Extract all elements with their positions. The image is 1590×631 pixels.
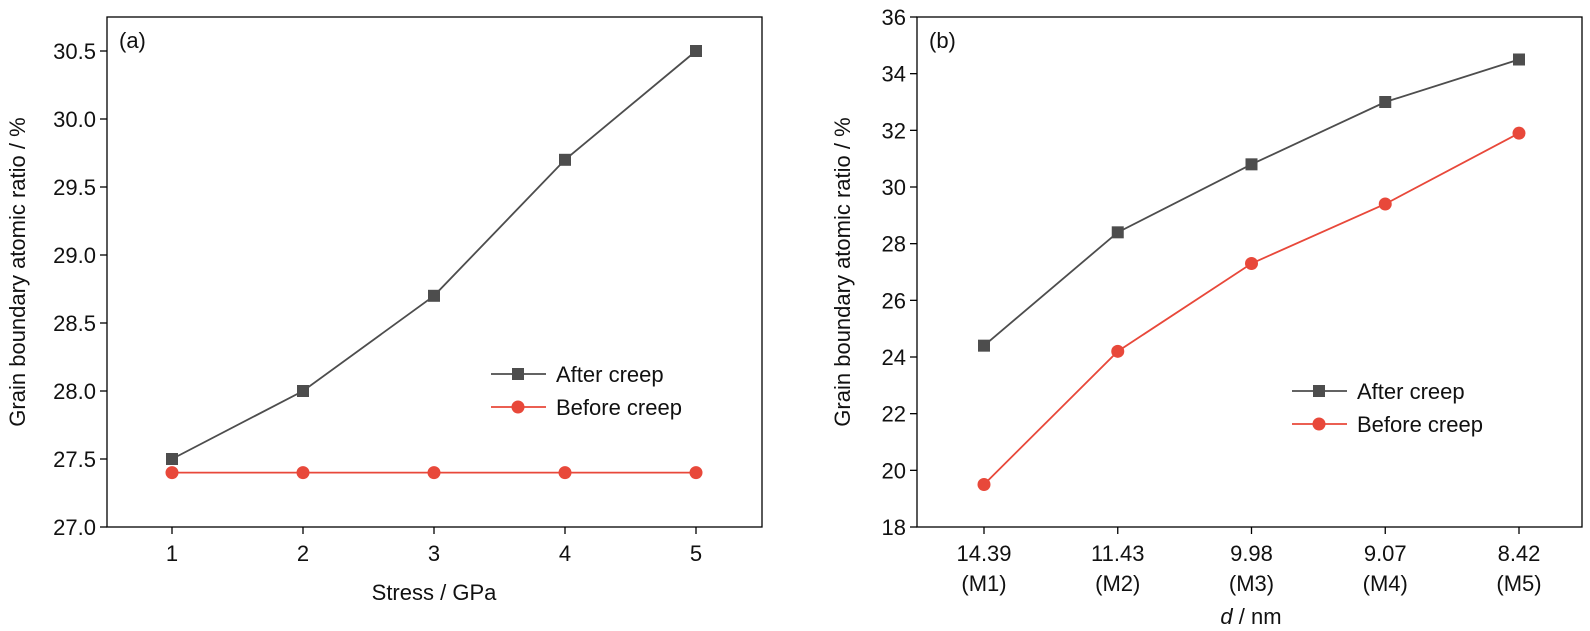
- panel-b: (b) 18 20 22 24 26 28 30 32 34 36 14.39 (M1) 11.43 (…: [830, 5, 1583, 629]
- b-y-tick-label: 30: [882, 175, 906, 200]
- panel-a-series: [165, 45, 703, 480]
- a-point-before-creep: [296, 466, 310, 480]
- a-x-tick-label: 2: [297, 541, 309, 566]
- b-point-before-creep: [1245, 257, 1258, 270]
- panel-b-legend-before-marker: [1312, 417, 1326, 431]
- b-x-tick-label: 14.39: [956, 541, 1011, 566]
- b-point-before-creep: [977, 478, 991, 491]
- b-y-tick-label: 28: [882, 232, 906, 257]
- a-x-tick-label: 3: [428, 541, 440, 566]
- b-x-tick-label: 9.98: [1230, 541, 1273, 566]
- panel-b-label: (b): [929, 28, 956, 53]
- a-y-tick-label: 30.5: [53, 39, 96, 64]
- b-point-before-creep: [1512, 126, 1526, 140]
- panel-b-legend-after-marker: [1313, 385, 1325, 397]
- panel-a-x-axis: 1 2 3 4 5: [166, 527, 702, 566]
- b-y-tick-label: 32: [882, 118, 906, 143]
- panel-b-x-axis: 14.39 (M1) 11.43 (M2) 9.98 (M3) 9.07 (M4) 8.42 (M…: [956, 527, 1542, 596]
- b-y-tick-label: 22: [882, 402, 906, 427]
- b-x-tick-sublabel: (M3): [1229, 571, 1274, 596]
- panel-b-series: [977, 53, 1526, 491]
- a-point-after-creep: [428, 289, 440, 302]
- panel-b-x-axis-title: d / nm: [1220, 604, 1281, 629]
- b-point-after-creep: [1111, 226, 1124, 239]
- b-y-tick-label: 36: [882, 5, 906, 30]
- a-point-after-creep: [166, 453, 178, 465]
- panel-b-legend-before-creep: Before creep: [1292, 412, 1483, 437]
- b-point-before-creep: [1111, 344, 1125, 358]
- panel-b-plot-frame: [916, 16, 1583, 528]
- a-point-before-creep: [427, 466, 441, 480]
- panel-a-legend-after-marker: [512, 368, 524, 380]
- b-x-tick-sublabel: (M1): [961, 571, 1006, 596]
- a-y-tick-label: 28.0: [53, 379, 96, 404]
- b-x-tick-sublabel: (M4): [1363, 571, 1408, 596]
- panel-a-legend-before-creep: Before creep: [491, 395, 682, 420]
- b-x-tick-sublabel: (M2): [1095, 571, 1140, 596]
- panel-b-y-axis: 18 20 22 24 26 28 30 32 34 36: [882, 5, 917, 540]
- panel-b-y-axis-title: Grain boundary atomic ratio / %: [830, 117, 855, 426]
- panel-a-legend-before-label: Before creep: [556, 395, 682, 420]
- b-x-tick-label: 8.42: [1498, 541, 1541, 566]
- a-x-tick-label: 4: [559, 541, 571, 566]
- a-point-after-creep: [297, 385, 309, 397]
- panel-a-y-axis-title: Grain boundary atomic ratio / %: [5, 117, 30, 426]
- b-point-after-creep: [1245, 158, 1258, 171]
- b-y-tick-label: 34: [882, 62, 906, 87]
- a-x-tick-label: 1: [166, 541, 178, 566]
- panel-b-x-axis-title-unit: / nm: [1233, 604, 1282, 629]
- panel-b-legend-after-label: After creep: [1357, 379, 1465, 404]
- b-y-tick-label: 26: [882, 288, 906, 313]
- panel-a-legend: After creep Before creep: [491, 362, 682, 420]
- b-point-after-creep: [1379, 96, 1392, 108]
- b-series-line-after-creep: [983, 58, 1520, 347]
- panel-a-plot-frame: [106, 16, 763, 528]
- a-x-tick-label: 5: [690, 541, 702, 566]
- a-y-tick-label: 28.5: [53, 311, 96, 336]
- panel-b-legend-after-creep: After creep: [1292, 379, 1465, 404]
- b-x-tick-sublabel: (M5): [1496, 571, 1541, 596]
- panel-b-legend-before-label: Before creep: [1357, 412, 1483, 437]
- a-point-before-creep: [689, 466, 703, 480]
- a-y-tick-label: 29.0: [53, 243, 96, 268]
- b-point-after-creep: [1513, 53, 1525, 66]
- a-point-after-creep: [559, 153, 571, 166]
- panel-a-label: (a): [119, 28, 146, 53]
- a-y-tick-label: 30.0: [53, 107, 96, 132]
- b-y-tick-label: 20: [882, 458, 906, 483]
- panel-a: (a) 27.0 27.5 28.0 28.5 29.0 29.5 30.0 30.5 1 2 3…: [5, 16, 763, 605]
- panel-a-x-axis-title: Stress / GPa: [372, 580, 497, 605]
- b-point-before-creep: [1378, 197, 1392, 211]
- b-y-tick-label: 18: [882, 515, 906, 540]
- panel-b-x-axis-title-symbol: d: [1220, 604, 1233, 629]
- b-point-after-creep: [978, 339, 990, 352]
- a-y-tick-label: 27.0: [53, 515, 96, 540]
- a-point-before-creep: [558, 466, 572, 480]
- a-y-tick-label: 29.5: [53, 175, 96, 200]
- a-y-tick-label: 27.5: [53, 447, 96, 472]
- b-x-tick-label: 11.43: [1091, 541, 1144, 566]
- panel-b-legend: After creep Before creep: [1292, 379, 1483, 437]
- b-x-tick-label: 9.07: [1364, 541, 1407, 566]
- panel-a-legend-after-label: After creep: [556, 362, 664, 387]
- a-point-before-creep: [165, 466, 179, 480]
- panel-a-y-axis: 27.0 27.5 28.0 28.5 29.0 29.5 30.0 30.5: [53, 39, 107, 540]
- panel-a-legend-before-marker: [511, 400, 525, 414]
- b-y-tick-label: 24: [882, 345, 906, 370]
- a-point-after-creep: [690, 45, 702, 57]
- panel-a-legend-after-creep: After creep: [491, 362, 664, 387]
